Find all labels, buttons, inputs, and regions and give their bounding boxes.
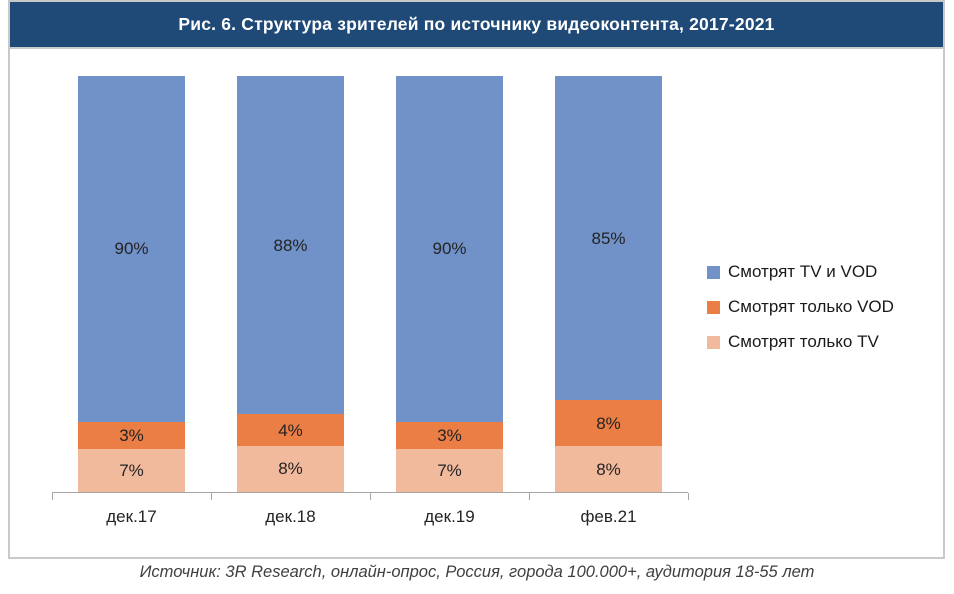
- bar-slot: 90% 3% 7%: [370, 76, 529, 492]
- legend-color-swatch: [707, 335, 720, 349]
- stacked-bar-дек.17: 90% 3% 7%: [78, 76, 185, 492]
- segment-value-label: 3%: [437, 425, 462, 445]
- segment-value-label: 4%: [278, 420, 303, 440]
- chart-frame: Рис. 6. Структура зрителей по источнику …: [8, 0, 945, 559]
- legend: Смотрят TV и VOD Смотрят только VOD Смотря…: [707, 262, 894, 352]
- bar-segment-vod-only: 8%: [555, 400, 662, 447]
- legend-color-swatch: [707, 265, 720, 279]
- segment-value-label: 90%: [432, 239, 467, 259]
- segment-value-label: 8%: [596, 459, 621, 479]
- bar-segment-tv-only: 8%: [555, 446, 662, 492]
- legend-label: Смотрят только TV: [728, 332, 879, 351]
- bar-segment-tv-and-vod: 88%: [237, 76, 344, 415]
- legend-label: Смотрят только VOD: [728, 297, 894, 316]
- x-axis-label: дек.17: [106, 507, 157, 526]
- stacked-bar-дек.18: 88% 4% 8%: [237, 76, 344, 492]
- segment-value-label: 7%: [437, 461, 462, 481]
- bar-segment-tv-and-vod: 90%: [396, 76, 503, 422]
- bar-segment-vod-only: 3%: [396, 421, 503, 450]
- legend-item-tv-and-vod: Смотрят TV и VOD: [707, 262, 894, 282]
- legend-label: Смотрят TV и VOD: [728, 262, 878, 281]
- source-note: Источник: 3R Research, онлайн-опрос, Рос…: [139, 563, 815, 581]
- axis-tick: [688, 493, 689, 500]
- chart-title: Рис. 6. Структура зрителей по источнику …: [178, 14, 775, 34]
- x-axis-line: [52, 492, 689, 500]
- segment-value-label: 85%: [591, 228, 626, 248]
- stacked-bar-фев.21: 85% 8% 8%: [555, 76, 662, 492]
- legend-item-tv-only: Смотрят только TV: [707, 332, 894, 352]
- segment-value-label: 8%: [596, 413, 621, 433]
- axis-tick: [370, 493, 371, 500]
- axis-tick: [52, 493, 53, 500]
- bar-segment-tv-only: 8%: [237, 445, 344, 492]
- bar-slot: 90% 3% 7%: [52, 76, 211, 492]
- segment-value-label: 8%: [278, 459, 303, 479]
- plot-area: 90% 3% 7% 88% 4% 8% 90% 3% 7% 85% 8% 8%: [52, 76, 688, 492]
- bar-slot: 88% 4% 8%: [211, 76, 370, 492]
- legend-item-vod-only: Смотрят только VOD: [707, 297, 894, 317]
- bar-segment-tv-and-vod: 85%: [555, 76, 662, 401]
- bar-segment-vod-only: 3%: [78, 421, 185, 450]
- bar-segment-vod-only: 4%: [237, 414, 344, 446]
- axis-tick: [211, 493, 212, 500]
- legend-color-swatch: [707, 300, 720, 314]
- bar-segment-tv-and-vod: 90%: [78, 76, 185, 422]
- segment-value-label: 7%: [119, 461, 144, 481]
- x-axis-label: фев.21: [580, 507, 637, 526]
- chart-title-bar: Рис. 6. Структура зрителей по источнику …: [10, 2, 943, 49]
- segment-value-label: 3%: [119, 425, 144, 445]
- x-axis-label: дек.19: [424, 507, 475, 526]
- x-axis-labels: дек.17 дек.18 дек.19 фев.21: [52, 507, 688, 527]
- bar-segment-tv-only: 7%: [396, 449, 503, 492]
- bar-slot: 85% 8% 8%: [529, 76, 688, 492]
- chart-area: 90% 3% 7% 88% 4% 8% 90% 3% 7% 85% 8% 8% дек.17 дек.1…: [10, 49, 943, 555]
- bar-segment-tv-only: 7%: [78, 449, 185, 492]
- stacked-bar-дек.19: 90% 3% 7%: [396, 76, 503, 492]
- segment-value-label: 88%: [273, 235, 308, 255]
- x-axis-label: дек.18: [265, 507, 316, 526]
- segment-value-label: 90%: [114, 239, 149, 259]
- axis-tick: [529, 493, 530, 500]
